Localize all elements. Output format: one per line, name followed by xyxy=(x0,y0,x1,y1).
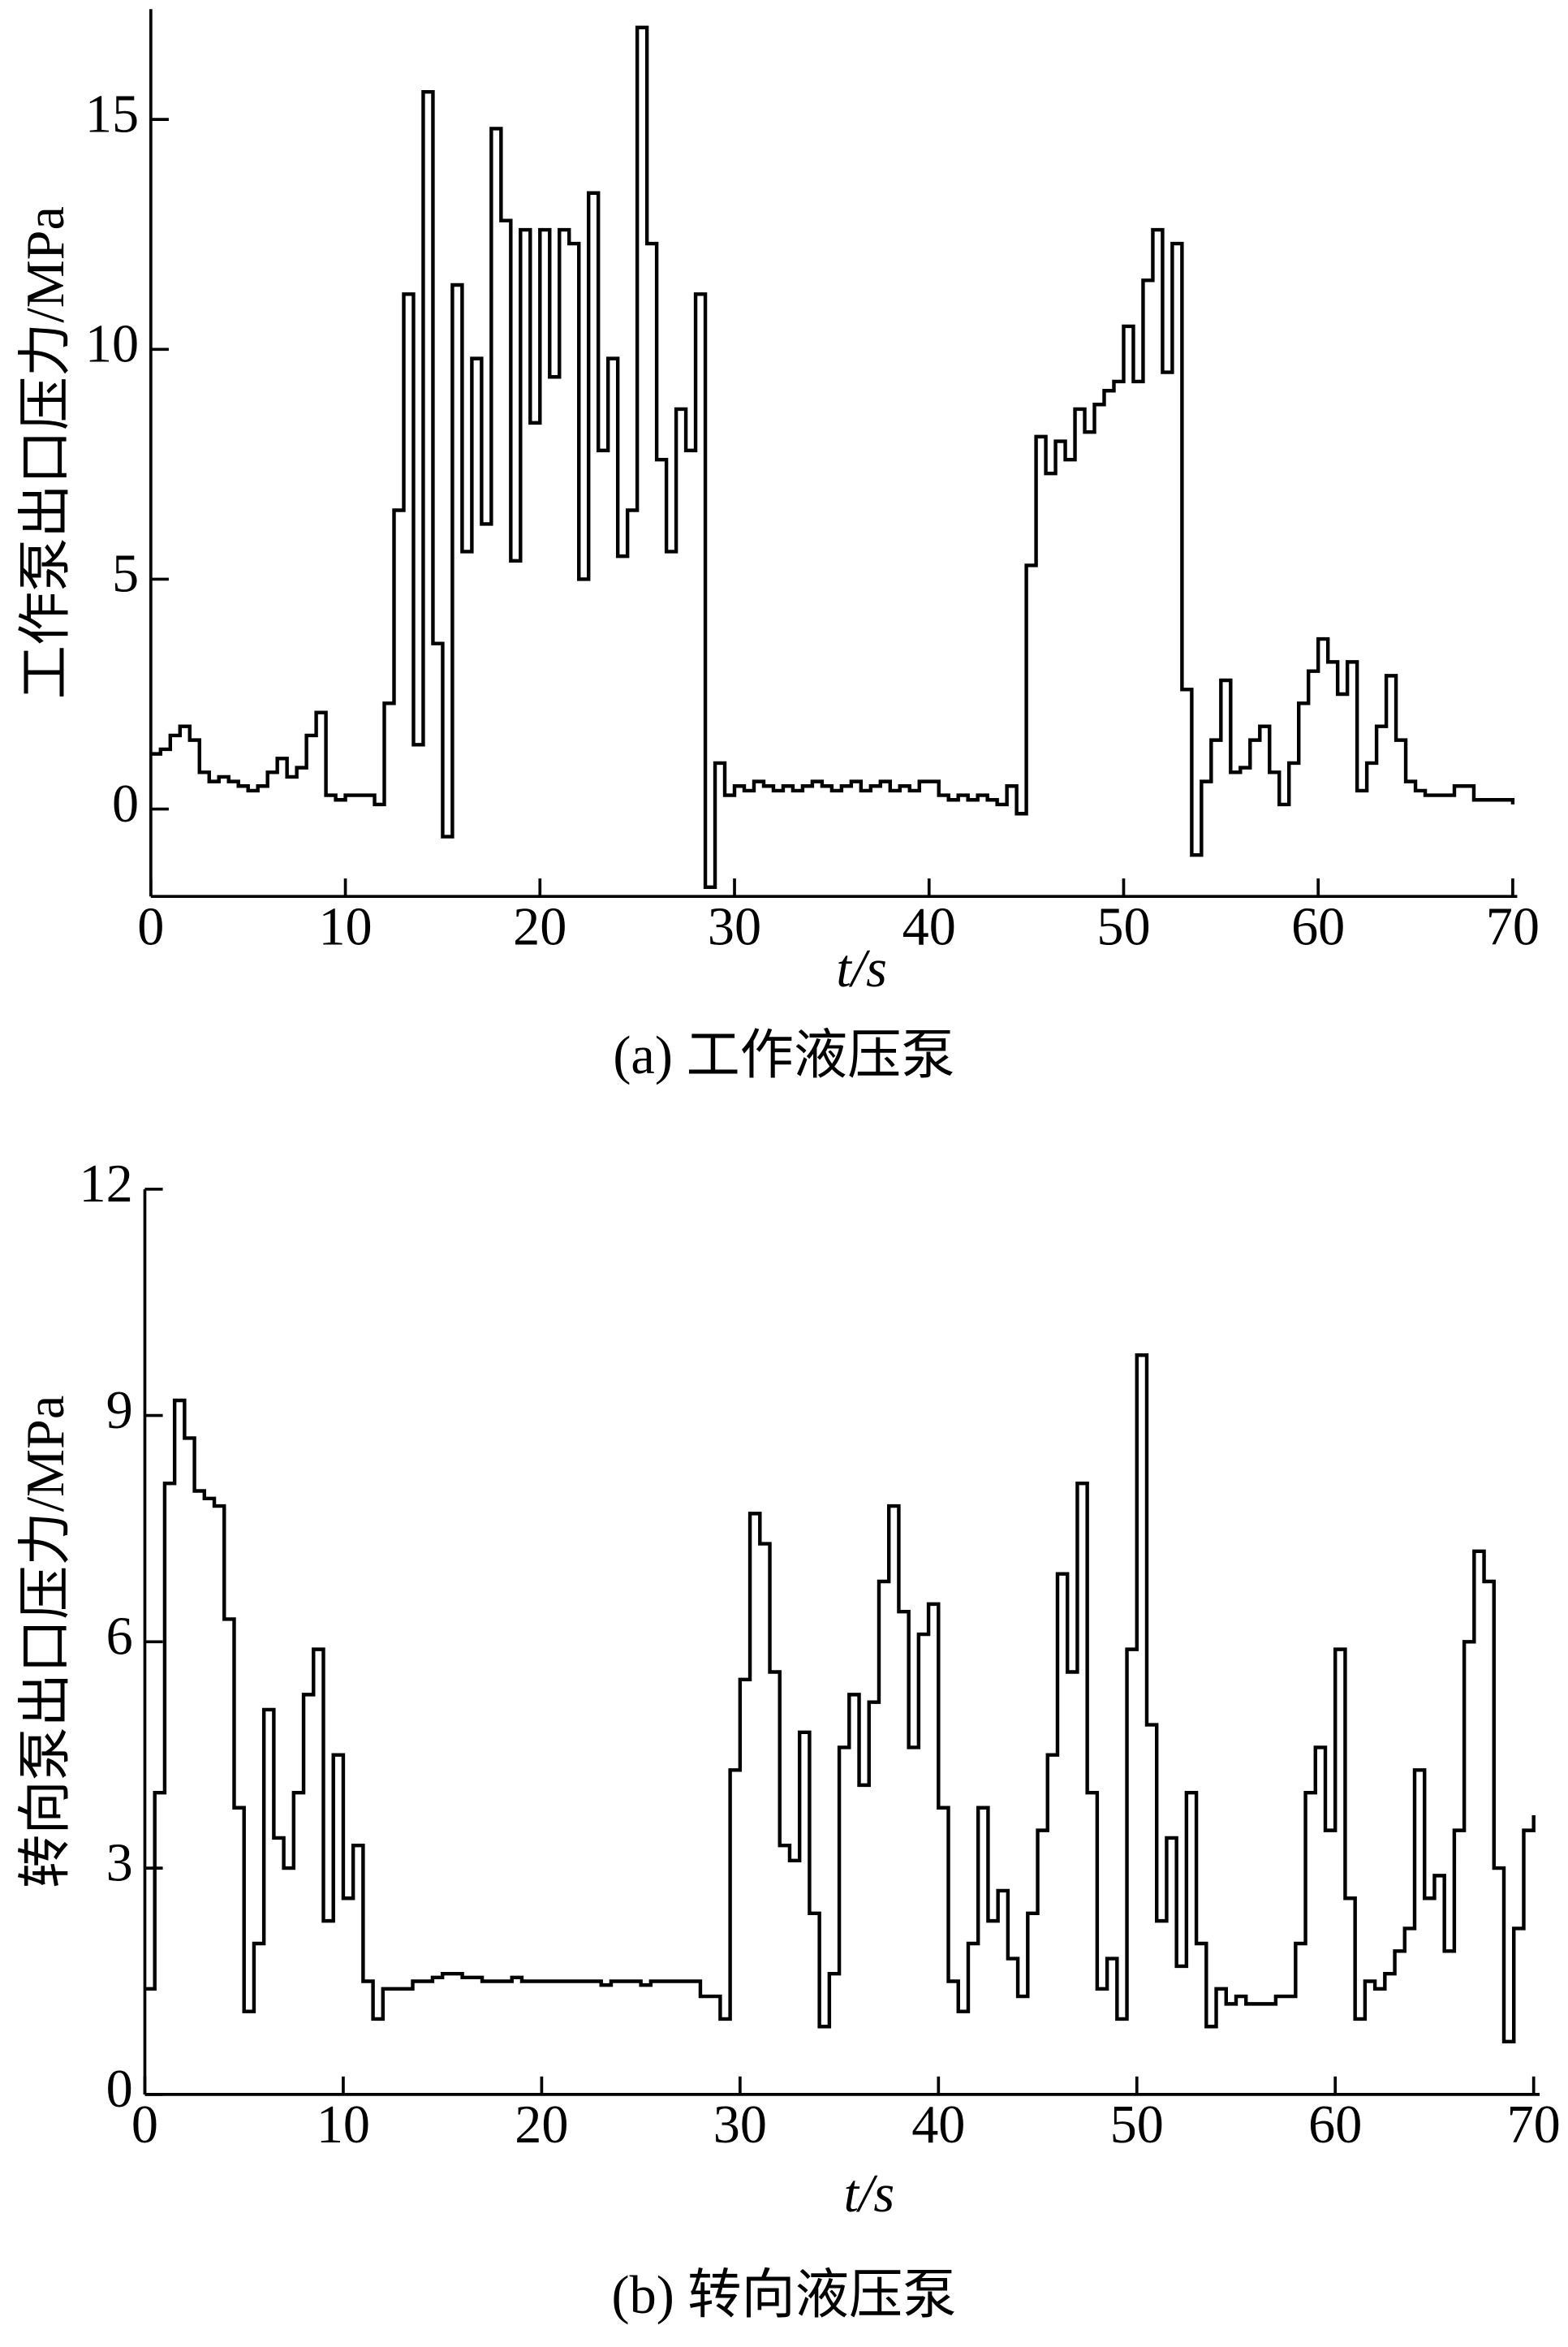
x-tick-label: 20 xyxy=(513,898,566,957)
x-tick-label: 30 xyxy=(713,2095,767,2155)
x-tick-label: 50 xyxy=(1096,898,1150,957)
y-axis-label: 工作泵出口压力/MPa xyxy=(16,206,75,699)
y-axis-label: 转向泵出口压力/MPa xyxy=(16,1396,75,1888)
caption: (b) 转向液压泵 xyxy=(612,2266,957,2325)
x-tick-label: 10 xyxy=(318,898,372,957)
x-axis-label: t/s xyxy=(836,939,887,999)
x-tick-label: 40 xyxy=(911,2095,965,2155)
x-tick-label: 60 xyxy=(1308,2095,1362,2155)
y-tick-label: 6 xyxy=(106,1607,133,1667)
y-tick-label: 9 xyxy=(106,1381,133,1440)
x-tick-label: 30 xyxy=(708,898,761,957)
x-axis-label: t/s xyxy=(844,2164,895,2224)
x-tick-label: 40 xyxy=(902,898,956,957)
x-tick-label: 0 xyxy=(137,898,164,957)
y-tick-label: 12 xyxy=(80,1154,133,1214)
x-tick-label: 0 xyxy=(131,2095,158,2155)
y-tick-label: 0 xyxy=(106,2060,133,2119)
x-tick-label: 70 xyxy=(1507,2095,1561,2155)
x-tick-label: 20 xyxy=(515,2095,568,2155)
x-tick-label: 10 xyxy=(317,2095,370,2155)
x-tick-label: 70 xyxy=(1486,898,1540,957)
x-tick-label: 50 xyxy=(1110,2095,1164,2155)
y-tick-label: 15 xyxy=(85,84,139,144)
y-tick-label: 5 xyxy=(112,545,139,604)
data-line xyxy=(144,1353,1536,2044)
caption: (a) 工作液压泵 xyxy=(613,1026,954,1085)
y-tick-label: 0 xyxy=(112,774,139,834)
y-tick-label: 10 xyxy=(85,314,139,373)
data-line xyxy=(150,25,1515,890)
x-tick-label: 60 xyxy=(1291,898,1345,957)
y-tick-label: 3 xyxy=(106,1833,133,1892)
